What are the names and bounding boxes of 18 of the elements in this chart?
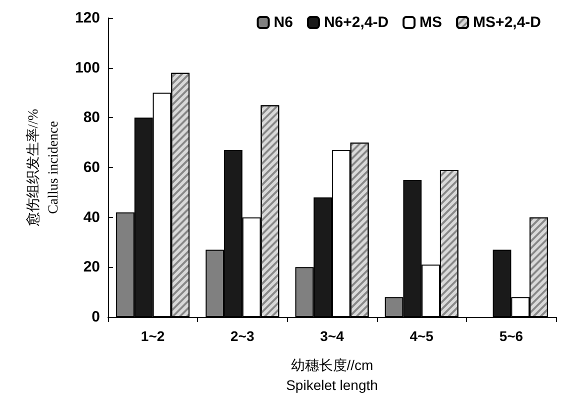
y-tick-label: 80 (83, 109, 100, 126)
y-tick-label: 60 (83, 159, 100, 176)
legend-label: N6 (274, 14, 293, 31)
legend-label: MS+2,4-D (473, 14, 542, 31)
x-tick-label: 1~2 (140, 328, 165, 344)
y-tick-label: 120 (74, 10, 100, 26)
y-tick-label: 0 (92, 308, 100, 326)
y-tick-label: 40 (83, 208, 100, 226)
y-tick-label: 100 (74, 59, 100, 76)
y-axis-title: 愈伤组织发生率//% Callus incidence (26, 108, 62, 228)
legend-label: MS (420, 14, 442, 31)
x-axis-title: 幼穗长度//cm Spikelet length (286, 357, 378, 393)
y-tick-label: 20 (83, 258, 100, 276)
x-tick-label: 4~5 (410, 328, 434, 344)
x-tick-label: 5~6 (499, 328, 524, 344)
x-tick-label: 3~4 (320, 328, 344, 344)
x-tick-label: 2~3 (230, 328, 254, 344)
legend-label: N6+2,4-D (324, 14, 389, 31)
